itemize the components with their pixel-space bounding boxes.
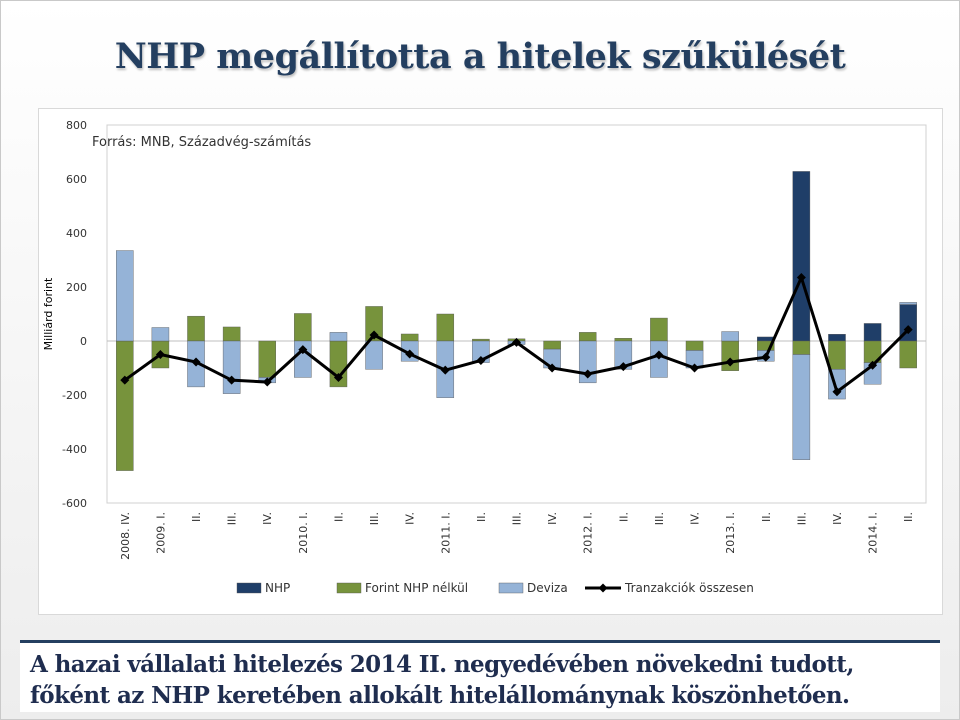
bar-nhp <box>828 334 846 342</box>
slide-title: NHP megállította a hitelek szűkülését <box>114 36 846 77</box>
line-point-marker <box>298 345 308 355</box>
line-point-marker <box>583 369 593 379</box>
bar-forint-nhp-nélkül <box>187 315 205 342</box>
x-tick-label: 2008. IV. <box>119 512 132 560</box>
bar-forint-nhp-nélkül <box>899 340 917 369</box>
legend-label: Tranzakciók összesen <box>624 581 754 595</box>
y-tick-label: 400 <box>66 227 87 240</box>
x-tick-label: 2014. I. <box>867 512 880 554</box>
line-point-marker <box>440 365 450 375</box>
line-point-marker <box>832 387 842 397</box>
line-point-marker <box>405 349 415 359</box>
line-point-marker <box>476 355 486 365</box>
line-point-marker <box>262 377 272 387</box>
bar-deviza <box>899 302 917 305</box>
bar-forint-nhp-nélkül <box>258 340 276 378</box>
series-line-total <box>123 273 910 395</box>
line-point-marker <box>725 357 735 367</box>
bar-forint-nhp-nélkül <box>828 340 846 370</box>
bar-deviza <box>116 250 134 342</box>
y-axis-title: Milliárd forint <box>42 277 55 350</box>
line-point-marker <box>547 363 557 373</box>
bar-forint-nhp-nélkül <box>294 313 312 342</box>
x-tick-label: IV. <box>546 512 559 525</box>
x-tick-label: III. <box>653 512 666 525</box>
line-point-marker <box>761 352 771 362</box>
legend-swatch <box>336 582 362 594</box>
line-point-marker <box>690 363 700 373</box>
bar-forint-nhp-nélkül <box>543 340 561 350</box>
y-tick-label: -400 <box>62 443 87 456</box>
line-point-marker <box>155 350 165 359</box>
x-tick-label: IV. <box>261 512 274 525</box>
x-tick-label: 2009. I. <box>154 512 167 554</box>
bar-forint-nhp-nélkül <box>400 333 419 342</box>
slide-caption: A hazai vállalati hitelezés 2014 II. neg… <box>20 640 940 712</box>
legend-swatch <box>498 582 524 594</box>
x-tick-label: IV. <box>404 512 417 525</box>
bar-forint-nhp-nélkül <box>116 340 134 471</box>
x-tick-label: II. <box>902 512 915 522</box>
x-tick-label: IV. <box>831 512 844 525</box>
x-tick-label: 2010. I. <box>297 512 310 554</box>
bar-forint-nhp-nélkül <box>222 326 241 342</box>
line-point-marker <box>868 360 878 370</box>
legend-swatch <box>236 582 262 594</box>
bar-forint-nhp-nélkül <box>685 340 704 351</box>
y-tick-label: 800 <box>66 119 87 132</box>
line-point-marker <box>618 362 628 372</box>
bar-forint-nhp-nélkül <box>650 317 668 342</box>
bar-deviza <box>222 340 241 394</box>
bar-forint-nhp-nélkül <box>436 313 455 342</box>
legend-swatch-marker <box>598 583 608 593</box>
bar-nhp <box>863 323 882 342</box>
chart-panel: -600 -400 -200 0 200 400 600 800 Forrás: MNB, Sz… <box>38 108 943 615</box>
x-tick-label: III. <box>226 512 239 525</box>
bar-deviza <box>792 354 811 461</box>
x-tick-label: II. <box>617 512 630 522</box>
legend-label: NHP <box>265 581 290 595</box>
x-tick-label: II. <box>332 512 345 522</box>
line-point-marker <box>369 330 379 340</box>
stacked-bar-line-chart: -600 -400 -200 0 200 400 600 800 Forrás: MNB, Sz… <box>42 119 927 595</box>
y-tick-label: 200 <box>66 281 87 294</box>
legend-label: Deviza <box>527 581 568 595</box>
bar-deviza <box>365 340 383 370</box>
bar-nhp <box>792 171 811 342</box>
line-point-marker <box>654 350 664 360</box>
source-note: Forrás: MNB, Századvég-számítás <box>92 135 311 150</box>
legend-label: Forint NHP nélkül <box>365 581 468 595</box>
plot-area <box>106 124 927 504</box>
y-tick-label: -600 <box>62 497 87 510</box>
x-tick-label: 2011. I. <box>439 512 452 554</box>
line-point-marker <box>903 325 913 335</box>
bar-forint-nhp-nélkül <box>578 332 597 342</box>
x-tick-label: II. <box>190 512 203 522</box>
bar-forint-nhp-nélkül <box>472 338 490 342</box>
x-tick-label: 2012. I. <box>582 512 595 554</box>
x-tick-label: III. <box>795 512 808 525</box>
x-tick-label: II. <box>475 512 488 522</box>
line-point-marker <box>227 375 237 385</box>
x-tick-label: 2013. I. <box>724 512 737 554</box>
line-point-marker <box>796 273 806 283</box>
y-tick-label: 600 <box>66 173 87 186</box>
bar-deviza <box>151 327 170 342</box>
line-point-marker <box>120 375 130 385</box>
y-tick-label: 0 <box>80 335 87 348</box>
line-point-marker <box>191 357 201 367</box>
x-tick-label: III. <box>511 512 524 525</box>
line-point-marker <box>333 372 343 382</box>
y-tick-label: -200 <box>62 389 87 402</box>
bar-forint-nhp-nélkül <box>614 338 633 342</box>
x-tick-label: III. <box>368 512 381 525</box>
bar-deviza <box>329 332 348 342</box>
bar-deviza <box>721 331 739 342</box>
x-tick-label: II. <box>760 512 773 522</box>
x-tick-label: IV. <box>689 512 702 525</box>
line-point-marker <box>512 337 521 347</box>
bar-forint-nhp-nélkül <box>792 340 811 355</box>
